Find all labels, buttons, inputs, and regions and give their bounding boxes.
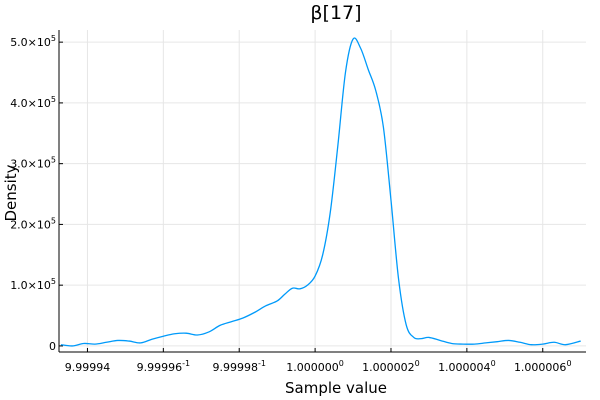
x-tick-label-exponent: 0 (491, 359, 496, 368)
y-tick-label-exponent: 5 (51, 216, 56, 225)
x-tick-label: 1.0000020 (362, 359, 420, 374)
grid (59, 30, 586, 352)
x-tick-label: 9.99998-1 (212, 359, 265, 374)
chart-title: β[17] (310, 2, 361, 24)
x-tick-label-exponent: 0 (566, 359, 571, 368)
y-tick-label-base: 5.0×10 (10, 36, 51, 49)
x-tick-label-base: 1.000000 (286, 361, 339, 374)
x-tick-label-exponent: -1 (182, 359, 190, 368)
y-tick-label-exponent: 5 (51, 277, 56, 286)
x-tick-label-base: 9.99998 (212, 361, 258, 374)
x-tick-label-base: 1.000004 (438, 361, 491, 374)
x-tick-label: 9.99996-1 (137, 359, 190, 374)
x-axis-label: Sample value (285, 379, 387, 397)
density-curve (60, 37, 581, 347)
x-tick-label: 1.0000040 (438, 359, 496, 374)
y-tick-label: 2.0×105 (10, 216, 56, 231)
y-tick-label-exponent: 5 (51, 95, 56, 104)
x-tick-label: 1.0000000 (286, 359, 344, 374)
y-tick-label-exponent: 5 (51, 34, 56, 43)
x-tick-label-exponent: 0 (415, 359, 420, 368)
y-tick-label: 4.0×105 (10, 95, 56, 110)
y-tick-label: 1.0×105 (10, 277, 56, 292)
x-tick-label: 1.0000060 (514, 359, 572, 374)
y-tick-label: 0 (49, 340, 56, 353)
x-tick-label-exponent: 0 (339, 359, 344, 368)
y-tick-label-base: 4.0×10 (10, 97, 51, 110)
y-tick-label-base: 1.0×10 (10, 279, 51, 292)
y-tick-label-base: 3.0×10 (10, 158, 51, 171)
y-tick-label: 5.0×105 (10, 34, 56, 49)
y-tick-label-base: 2.0×10 (10, 218, 51, 231)
y-tick-label-base: 0 (49, 340, 56, 353)
x-tick-label-base: 1.000002 (362, 361, 415, 374)
x-tick-label-base: 9.99994 (65, 361, 111, 374)
x-axis-ticks: 9.99994 9.99996-1 9.99998-1 1.0000000 1.0000… (65, 348, 572, 374)
x-tick-label-base: 9.99996 (137, 361, 183, 374)
y-tick-label: 3.0×105 (10, 156, 56, 171)
y-tick-label-exponent: 5 (51, 156, 56, 165)
x-tick-label-base: 1.000006 (514, 361, 567, 374)
y-axis-label: Density (2, 164, 20, 221)
x-tick-label: 9.99994 (65, 361, 111, 374)
x-tick-label-exponent: -1 (258, 359, 266, 368)
